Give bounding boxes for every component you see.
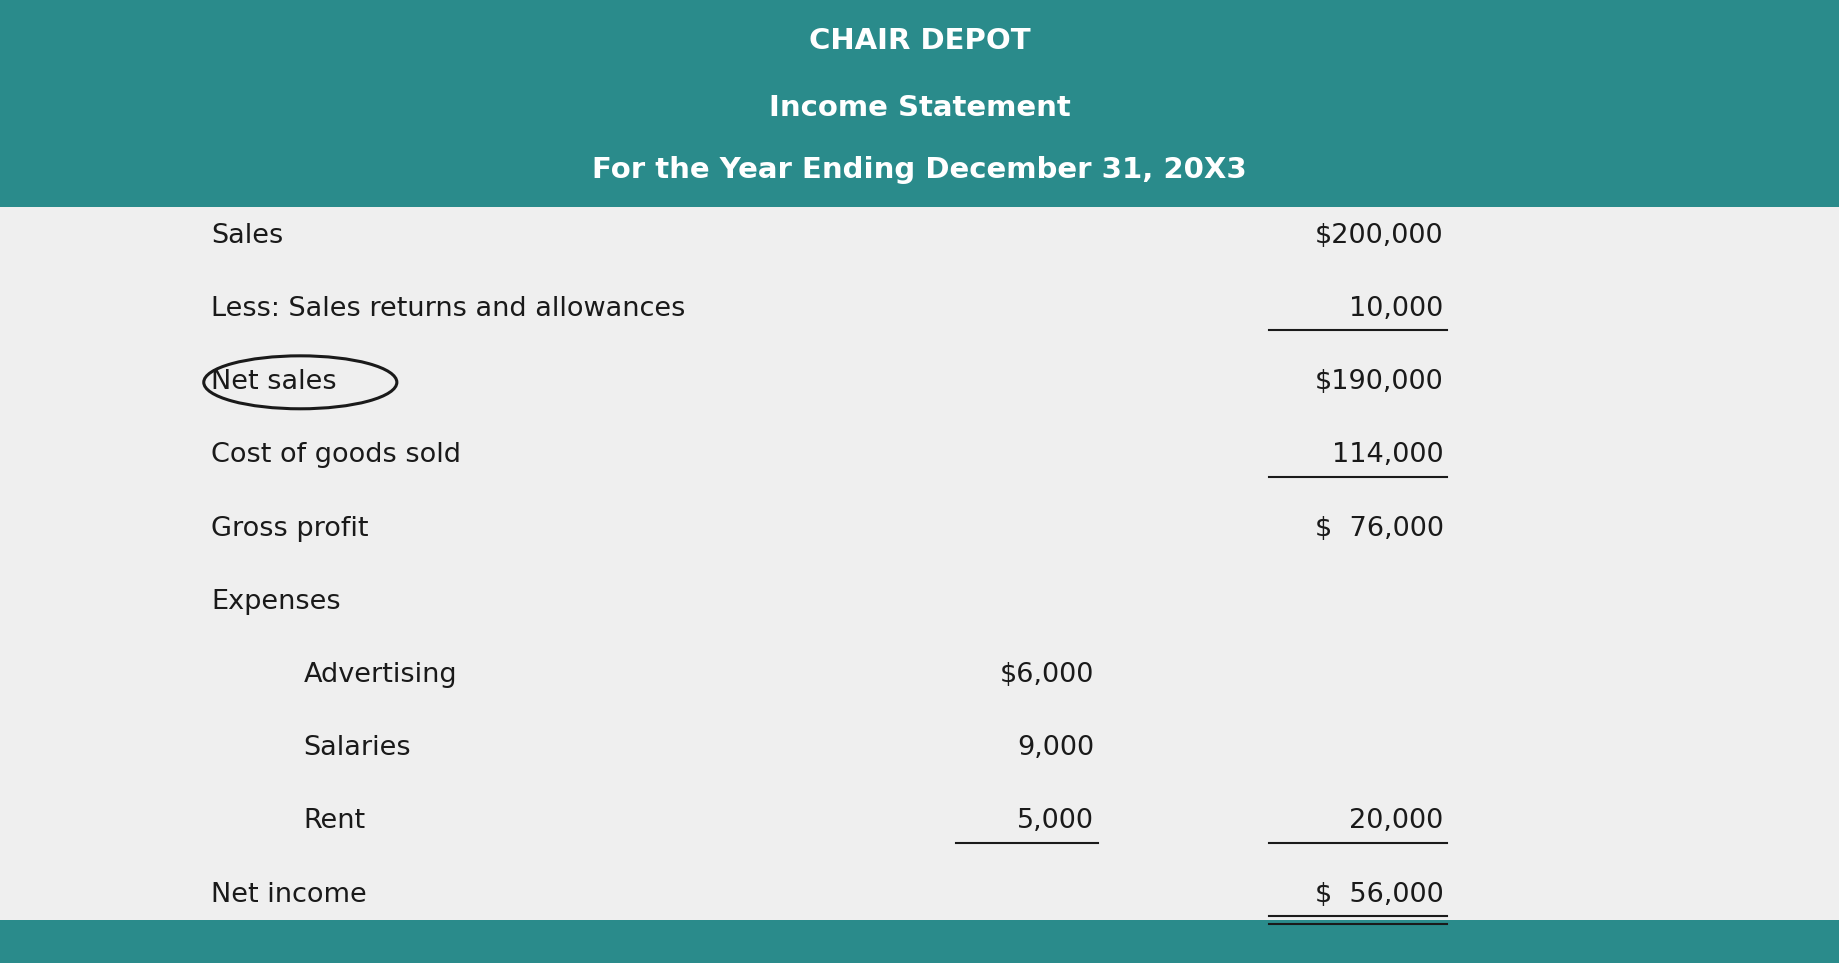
Text: 114,000: 114,000 xyxy=(1331,443,1444,468)
Text: $6,000: $6,000 xyxy=(1000,663,1094,688)
Text: Net income: Net income xyxy=(211,882,368,907)
Text: Net sales: Net sales xyxy=(211,370,337,395)
Text: CHAIR DEPOT: CHAIR DEPOT xyxy=(809,27,1030,56)
Text: Less: Sales returns and allowances: Less: Sales returns and allowances xyxy=(211,297,686,322)
Text: Cost of goods sold: Cost of goods sold xyxy=(211,443,462,468)
FancyBboxPatch shape xyxy=(0,0,1839,207)
Text: 9,000: 9,000 xyxy=(1017,736,1094,761)
Text: 20,000: 20,000 xyxy=(1350,809,1444,834)
Text: Expenses: Expenses xyxy=(211,589,340,614)
FancyBboxPatch shape xyxy=(0,920,1839,963)
Text: Rent: Rent xyxy=(303,809,366,834)
Text: 10,000: 10,000 xyxy=(1350,297,1444,322)
Text: $190,000: $190,000 xyxy=(1315,370,1444,395)
Text: 5,000: 5,000 xyxy=(1017,809,1094,834)
Text: $  76,000: $ 76,000 xyxy=(1315,516,1444,541)
Text: For the Year Ending December 31, 20X3: For the Year Ending December 31, 20X3 xyxy=(592,156,1247,184)
Text: Income Statement: Income Statement xyxy=(769,93,1070,121)
Text: Gross profit: Gross profit xyxy=(211,516,370,541)
Text: $200,000: $200,000 xyxy=(1315,223,1444,248)
Text: $  56,000: $ 56,000 xyxy=(1315,882,1444,907)
Text: Salaries: Salaries xyxy=(303,736,412,761)
Text: Advertising: Advertising xyxy=(303,663,458,688)
Text: Sales: Sales xyxy=(211,223,283,248)
